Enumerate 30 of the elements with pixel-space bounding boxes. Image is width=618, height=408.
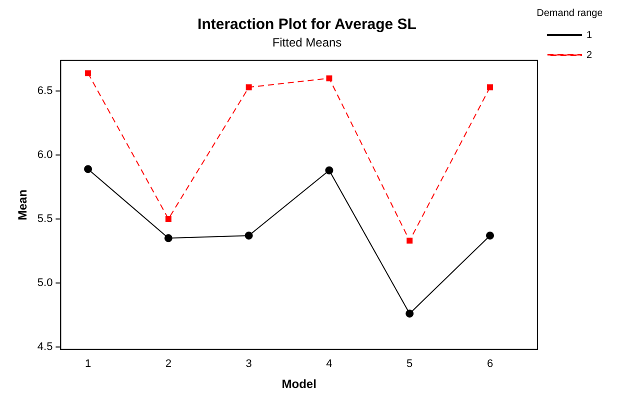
point bbox=[244, 232, 253, 240]
y-tick-label: 5.5 bbox=[37, 213, 53, 225]
y-tick-label: 5.0 bbox=[37, 276, 53, 289]
y-tick-label: 6.5 bbox=[37, 85, 53, 98]
x-tick-label: 5 bbox=[406, 358, 413, 370]
legend-label: 1 bbox=[586, 30, 592, 41]
point bbox=[406, 238, 413, 244]
x-tick-label: 1 bbox=[84, 358, 92, 370]
legend-label: 2 bbox=[586, 50, 592, 61]
point bbox=[325, 166, 334, 174]
point bbox=[487, 84, 493, 90]
y-tick-label: 6.0 bbox=[37, 149, 53, 162]
chart-subtitle: Fitted Means bbox=[272, 36, 342, 50]
chart-title: Interaction Plot for Average SL bbox=[198, 16, 416, 34]
x-tick-label: 4 bbox=[326, 358, 332, 370]
x-tick-label: 6 bbox=[486, 358, 494, 370]
point bbox=[406, 310, 414, 318]
x-tick-label: 3 bbox=[246, 358, 252, 370]
point bbox=[486, 232, 494, 240]
point bbox=[164, 234, 172, 242]
point bbox=[85, 70, 91, 76]
point bbox=[165, 216, 172, 222]
point bbox=[326, 75, 332, 82]
point bbox=[246, 84, 252, 90]
y-tick-label: 4.5 bbox=[37, 340, 53, 353]
y-axis-title: Mean bbox=[16, 190, 30, 220]
x-tick-label: 2 bbox=[165, 358, 172, 370]
point bbox=[84, 165, 92, 174]
legend-title: Demand range bbox=[536, 8, 604, 19]
x-axis-title: Model bbox=[282, 377, 316, 392]
